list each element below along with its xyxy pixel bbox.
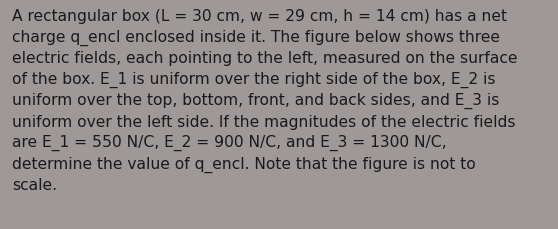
Text: A rectangular box (L = 30 cm, w = 29 cm, h = 14 cm) has a net
charge q_encl encl: A rectangular box (L = 30 cm, w = 29 cm,…	[12, 9, 518, 193]
